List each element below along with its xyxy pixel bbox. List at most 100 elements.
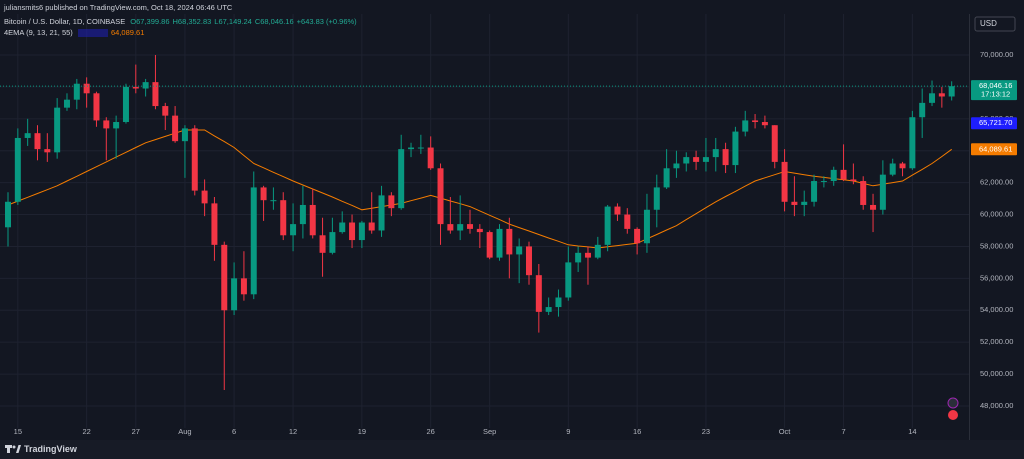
candle-body (398, 149, 405, 209)
candle-body (673, 163, 680, 169)
icon (947, 397, 959, 409)
y-tick-label: 52,000.00 (980, 337, 1013, 346)
x-tick-label: 27 (132, 427, 140, 436)
symbol-title: Bitcoin / U.S. Dollar, 1D, COINBASE (4, 17, 125, 26)
grid (0, 14, 969, 428)
currency-box (974, 16, 1016, 32)
axes: 48,000.00 50,000.00 52,000.00 54,000.00 56,0… (14, 50, 1017, 436)
ohlc-item: C68,046.16 (255, 17, 294, 26)
candle-body (919, 102, 926, 118)
candle-body (132, 86, 139, 89)
candle-body (113, 122, 120, 129)
candle-body (319, 235, 326, 253)
byline: juliansmits6 published on TradingView.co… (3, 3, 233, 12)
candle-body (634, 228, 641, 244)
candle-body (260, 187, 267, 201)
candle-body (614, 206, 621, 215)
candle-body (879, 174, 886, 210)
indicator-value: 64,089.61 (111, 28, 144, 37)
x-tick-label: 7 (841, 427, 845, 436)
candle-body (565, 262, 572, 298)
candle-body (93, 93, 100, 121)
candle-body (889, 163, 896, 175)
ohlc-item: +643.83 (+0.96%) (297, 17, 358, 26)
candle-body (525, 246, 532, 276)
ohlc-item: H68,352.83 (173, 17, 212, 26)
countdown: 17:13:12 (981, 90, 1010, 99)
candle-body (535, 275, 542, 312)
candle-body (231, 278, 238, 311)
candle-body (44, 149, 51, 153)
ohlc-values: O67,399.86 H68,352.83 L67,149.24 C68,046.16… (130, 17, 357, 26)
candle-body (63, 99, 70, 108)
alert-icons (947, 397, 959, 420)
candle-body (830, 169, 837, 182)
candle-body (467, 224, 474, 229)
candle-body (663, 168, 670, 188)
candle-body (103, 120, 110, 129)
x-tick-label: Oct (779, 427, 792, 436)
candle-body (240, 278, 247, 295)
candle-body (899, 163, 906, 169)
candle-body (683, 157, 690, 164)
candle-body (693, 157, 700, 162)
brand-logo (5, 445, 21, 453)
candle-body (938, 93, 945, 97)
candle-body (771, 125, 778, 162)
candle-body (948, 86, 955, 97)
candle-body (781, 161, 788, 202)
candle-body (221, 244, 228, 311)
candle-body (162, 106, 169, 116)
ema-line (7, 129, 952, 249)
x-tick-label: 16 (633, 427, 641, 436)
candle-body (358, 222, 365, 241)
x-tick-label: 15 (14, 427, 22, 436)
price-label-box (971, 117, 1017, 130)
x-tick-label: 12 (289, 427, 297, 436)
y-tick-label: 70,000.00 (980, 50, 1013, 59)
candle-body (516, 246, 523, 255)
logo-part (7, 445, 10, 453)
x-tick-label: Sep (483, 427, 496, 436)
x-tick-label: 19 (358, 427, 366, 436)
ohlc-item: O67,399.86 (130, 17, 169, 26)
price-label: 65,721.70 (979, 118, 1012, 127)
x-tick-label: Aug (178, 427, 191, 436)
candle-body (211, 203, 218, 245)
x-tick-label: 6 (232, 427, 236, 436)
logo-part (12, 445, 16, 449)
x-tick-label: 22 (82, 427, 90, 436)
candle-body (152, 82, 159, 107)
candle-body (349, 222, 356, 241)
y-tick-label: 62,000.00 (980, 178, 1013, 187)
candle-body (427, 147, 434, 169)
x-tick-label: 14 (908, 427, 916, 436)
candle-body (850, 179, 857, 182)
candle-body (820, 181, 827, 183)
candle-body (290, 224, 297, 236)
candle-body (545, 307, 552, 312)
candle-body (643, 209, 650, 244)
candle-body (201, 190, 208, 204)
candle-body (270, 200, 277, 202)
candle-body (486, 232, 493, 258)
candle-body (181, 128, 188, 142)
candle-body (408, 147, 415, 150)
candle-body (368, 222, 375, 231)
candle-body (496, 228, 503, 258)
price-label: 68,046.16 (979, 81, 1012, 90)
candle-body (929, 93, 936, 103)
candle-body (624, 214, 631, 229)
candle-body (142, 82, 149, 89)
candle-body (378, 195, 385, 231)
candle-body (250, 187, 257, 295)
candle-body (791, 201, 798, 205)
candle-body (54, 107, 61, 153)
plot-area (0, 55, 969, 391)
x-tick-label: 23 (702, 427, 710, 436)
logo-part (16, 445, 21, 453)
candle-body (584, 252, 591, 258)
candle-body (5, 201, 11, 228)
candle-body (909, 117, 916, 169)
y-tick-label: 48,000.00 (980, 401, 1013, 410)
